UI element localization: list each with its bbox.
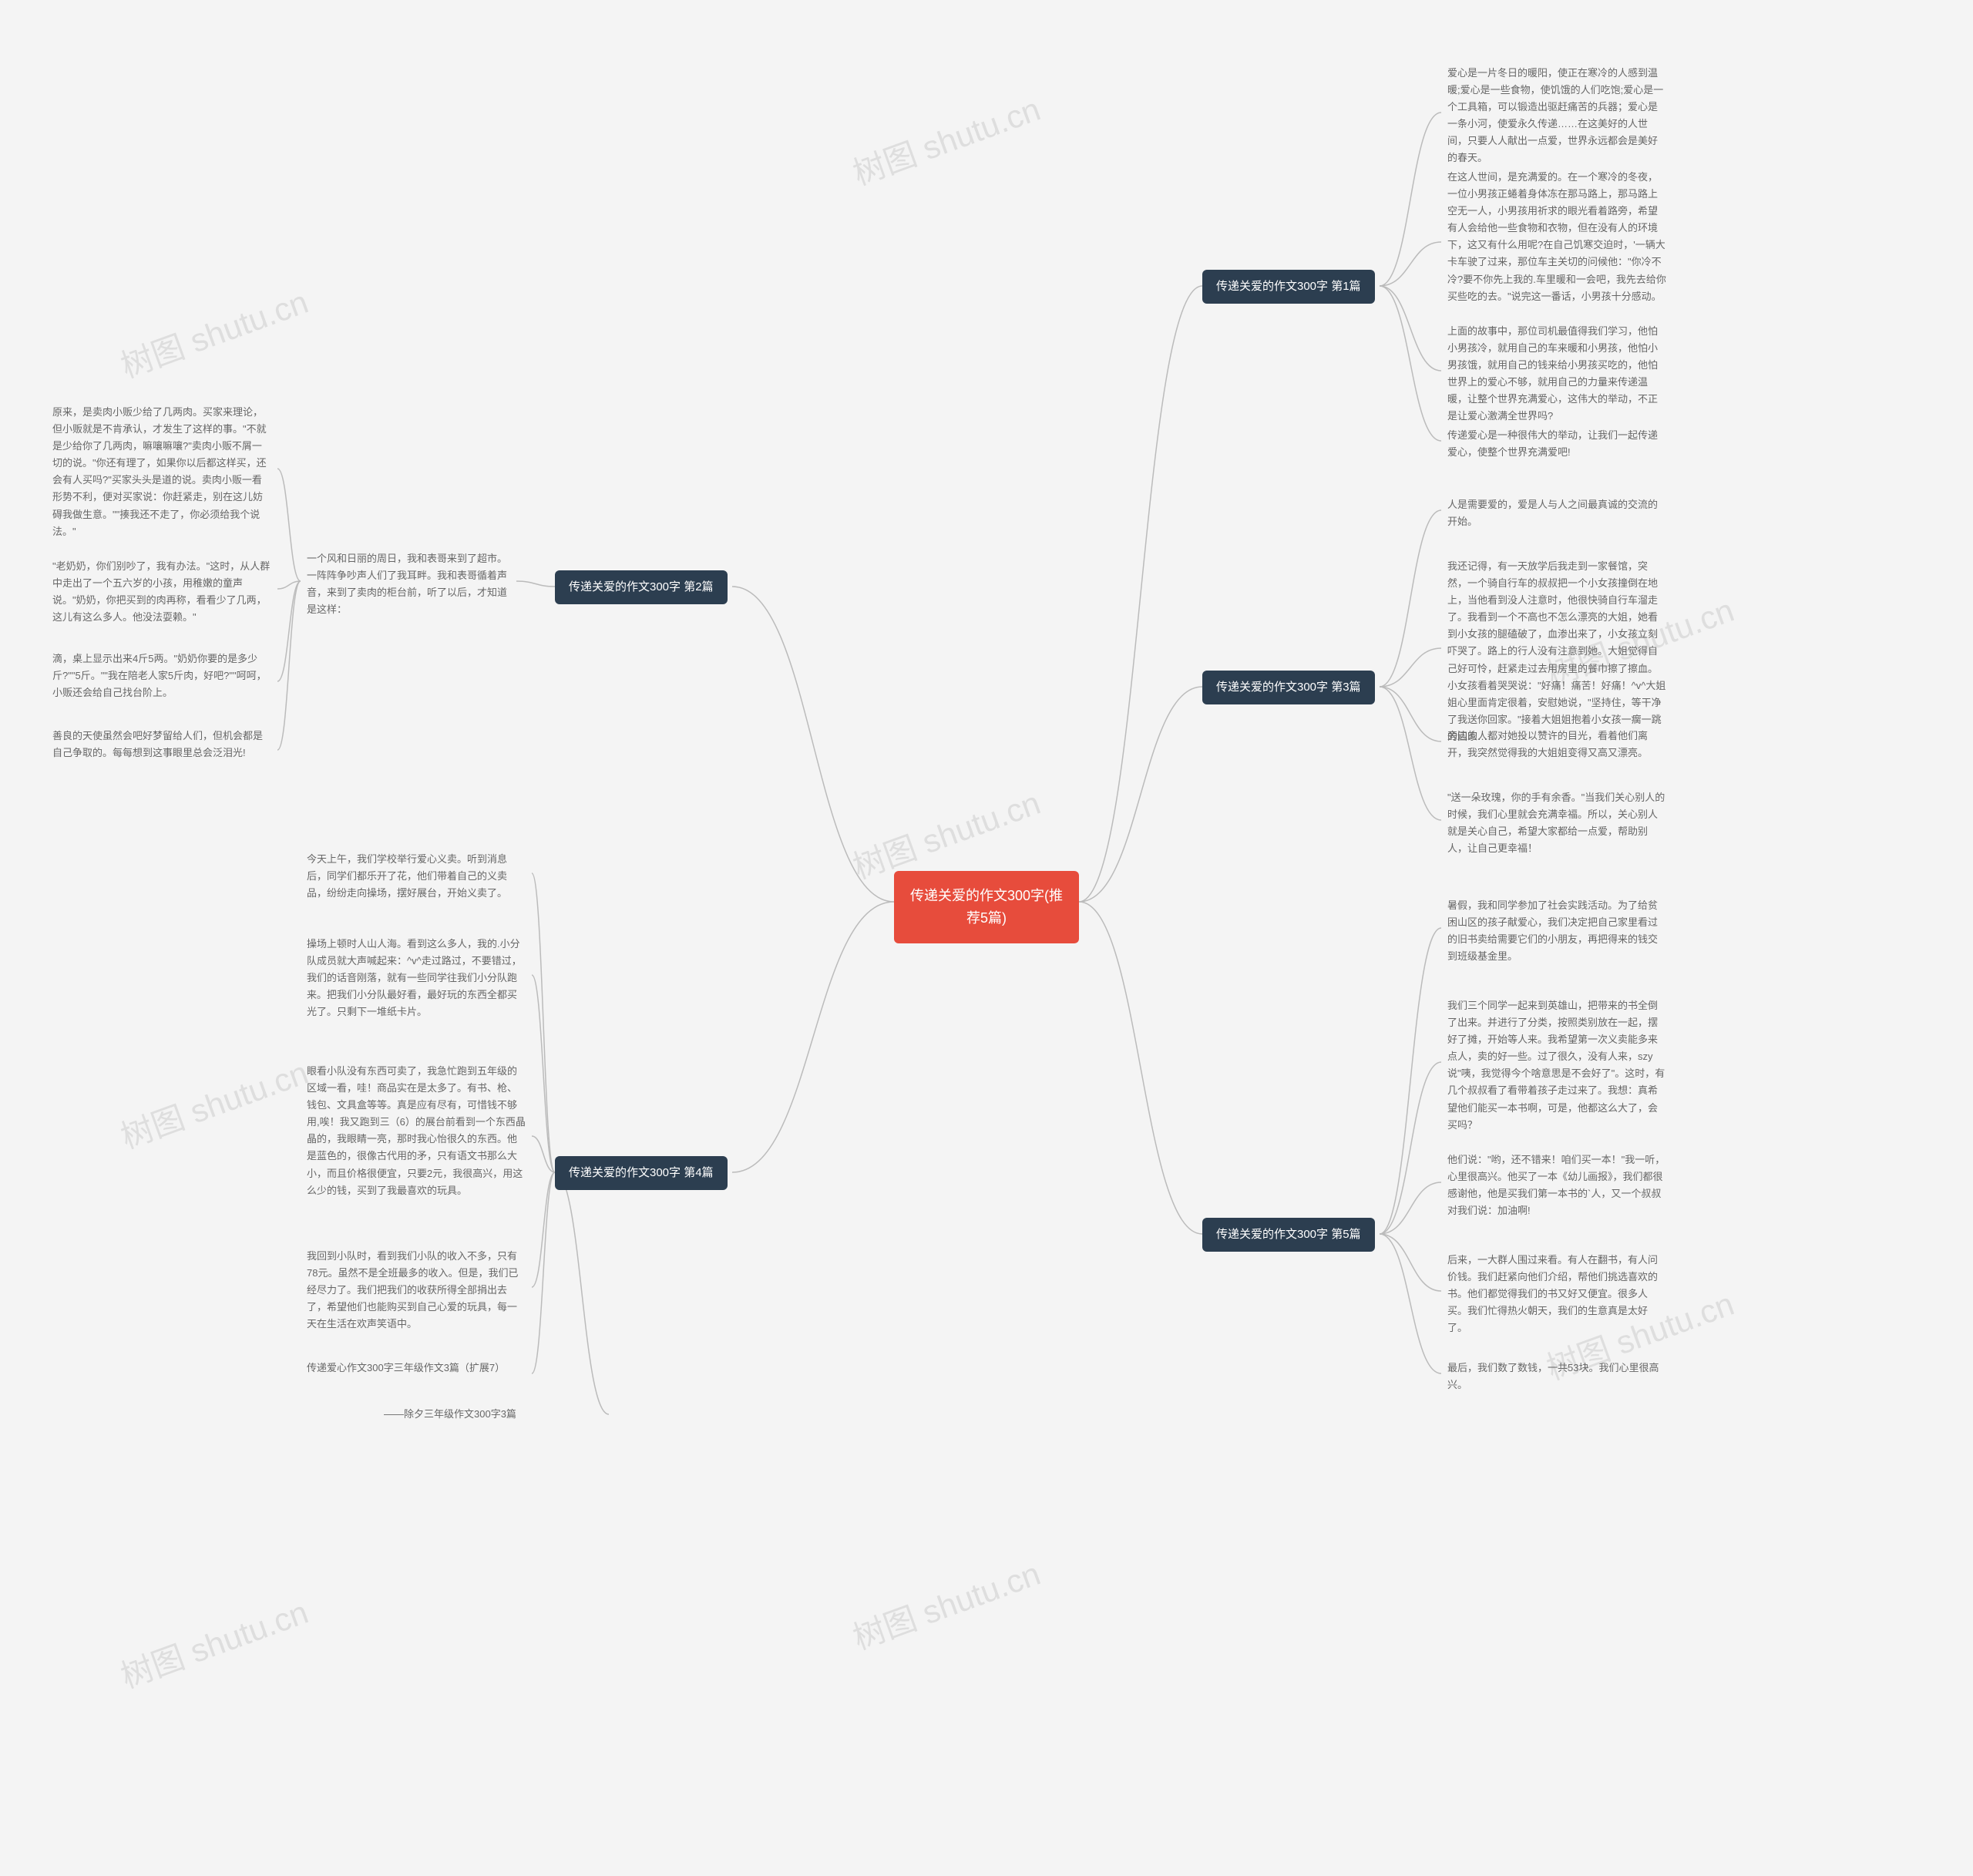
leaf-node: 操场上顿时人山人海。看到这么多人，我的.小分队成员就大声喊起来：^v^走过路过，… [301, 933, 532, 1024]
leaf-node: 他们说："哟，还不错来！咱们买一本！"我一听，心里很高兴。他买了一本《幼儿画报》… [1441, 1148, 1672, 1222]
branch-node: 传递关爱的作文300字 第4篇 [555, 1156, 728, 1190]
leaf-node: 爱心是一片冬日的暖阳，使正在寒冷的人感到温暖;爱心是一些食物，使饥饿的人们吃饱;… [1441, 62, 1672, 170]
leaf-node: 一个风和日丽的周日，我和表哥来到了超市。一阵阵争吵声人们了我耳畔。我和表哥循着声… [301, 547, 516, 621]
leaf-node: 原来，是卖肉小贩少给了几两肉。买家来理论，但小贩就是不肯承认，才发生了这样的事。… [46, 401, 277, 543]
leaf-node: 我还记得，有一天放学后我走到一家餐馆，突然，一个骑自行车的叔叔把一个小女孩撞倒在… [1441, 555, 1672, 748]
leaf-node: 今天上午，我们学校举行爱心义卖。听到消息后，同学们都乐开了花，他们带着自己的义卖… [301, 848, 532, 905]
watermark: 树图 shutu.cn [845, 1548, 1046, 1659]
leaf-node: 传递爱心作文300字三年级作文3篇（扩展7） [301, 1357, 532, 1380]
leaf-node: 我们三个同学一起来到英雄山，把带来的书全倒了出来。并进行了分类，按照类别放在一起… [1441, 994, 1672, 1137]
leaf-node: 旁边的人都对她投以赞许的目光，看着他们离开，我突然觉得我的大姐姐变得又高又漂亮。 [1441, 725, 1672, 765]
leaf-node: 上面的故事中，那位司机最值得我们学习，他怕小男孩冷，就用自己的车来暖和小男孩，他… [1441, 320, 1672, 429]
mindmap-canvas: 树图 shutu.cn 树图 shutu.cn 树图 shutu.cn 树图 shut… [0, 0, 1973, 1876]
branch-node: 传递关爱的作文300字 第3篇 [1202, 671, 1375, 704]
watermark: 树图 shutu.cn [845, 83, 1046, 194]
leaf-node: 善良的天使虽然会吧好梦留给人们，但机会都是自己争取的。每每想到这事眼里总会泛泪光… [46, 725, 277, 765]
leaf-node: "老奶奶，你们别吵了，我有办法。"这时，从人群中走出了一个五六岁的小孩，用稚嫩的… [46, 555, 277, 629]
leaf-node: "送一朵玫瑰，你的手有余香。"当我们关心别人的时候，我们心里就会充满幸福。所以，… [1441, 786, 1672, 860]
leaf-node: ——除夕三年级作文300字3篇 [378, 1403, 609, 1426]
leaf-node: 在这人世间，是充满爱的。在一个寒冷的冬夜，一位小男孩正蜷着身体冻在那马路上，那马… [1441, 166, 1672, 308]
leaf-node: 眼看小队没有东西可卖了，我急忙跑到五年级的区域一看，哇！商品实在是太多了。有书、… [301, 1060, 532, 1202]
branch-node: 传递关爱的作文300字 第1篇 [1202, 270, 1375, 304]
watermark: 树图 shutu.cn [113, 276, 314, 387]
watermark: 树图 shutu.cn [113, 1586, 314, 1697]
leaf-node: 滴，桌上显示出来4斤5两。"奶奶你要的是多少斤?""5斤。""我在陪老人家5斤肉… [46, 647, 277, 704]
leaf-node: 人是需要爱的，爱是人与人之间最真诚的交流的开始。 [1441, 493, 1672, 533]
root-node: 传递关爱的作文300字(推荐5篇) [894, 871, 1079, 943]
leaf-node: 最后，我们数了数钱，一共53块。我们心里很高兴。 [1441, 1357, 1672, 1397]
leaf-node: 传递爱心是一种很伟大的举动，让我们一起传递爱心，使整个世界充满爱吧! [1441, 424, 1672, 464]
leaf-node: 后来，一大群人围过来看。有人在翻书，有人问价钱。我们赶紧向他们介绍，帮他们挑选喜… [1441, 1249, 1672, 1340]
watermark: 树图 shutu.cn [113, 1047, 314, 1158]
branch-node: 传递关爱的作文300字 第5篇 [1202, 1218, 1375, 1252]
leaf-node: 暑假，我和同学参加了社会实践活动。为了给贫困山区的孩子献爱心，我们决定把自己家里… [1441, 894, 1672, 968]
leaf-node: 我回到小队时，看到我们小队的收入不多，只有78元。虽然不是全班最多的收入。但是，… [301, 1245, 532, 1336]
branch-node: 传递关爱的作文300字 第2篇 [555, 570, 728, 604]
